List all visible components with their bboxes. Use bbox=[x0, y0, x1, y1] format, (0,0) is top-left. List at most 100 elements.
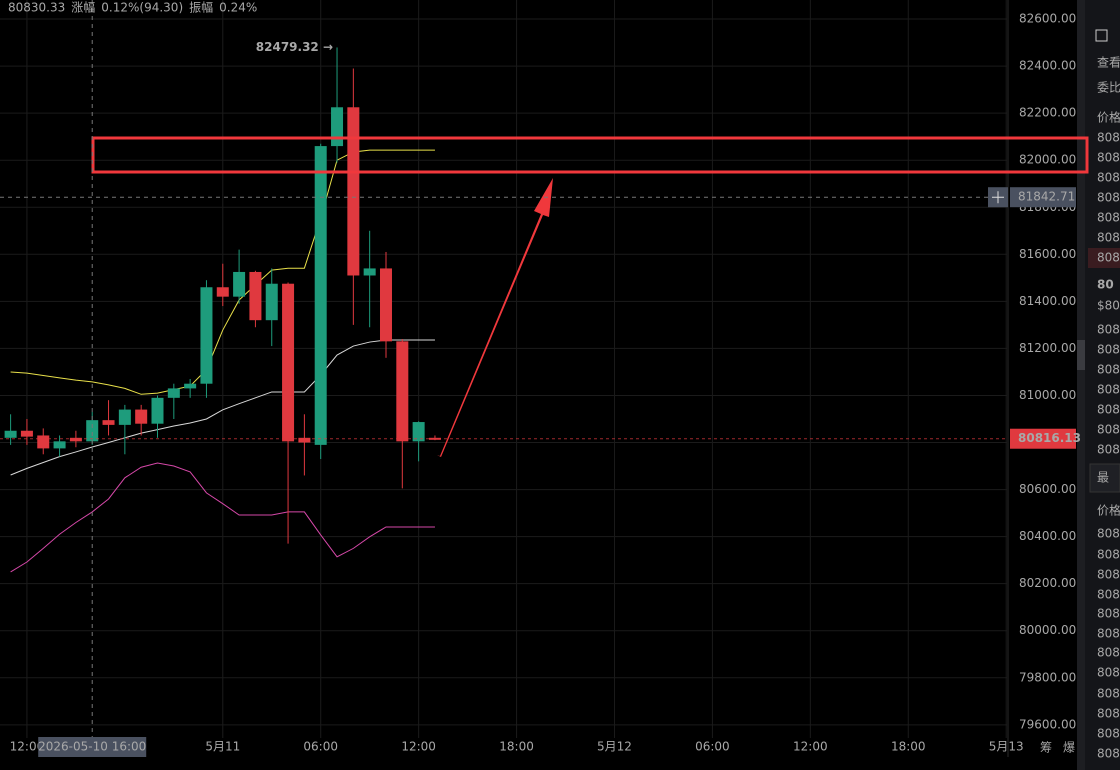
order-book-text: 808 bbox=[1097, 548, 1120, 562]
footer-tab: 爆 bbox=[1063, 741, 1075, 755]
candle-body bbox=[184, 383, 197, 389]
order-book-text: 808 bbox=[1097, 527, 1120, 541]
order-book-text: 808 bbox=[1097, 727, 1120, 741]
order-book-text: 808 bbox=[1097, 363, 1120, 377]
header-text: 涨幅 bbox=[71, 0, 95, 15]
candle-body bbox=[216, 287, 229, 297]
indicator-line bbox=[10, 339, 435, 476]
order-book-text: 808 bbox=[1097, 607, 1120, 621]
candle-body bbox=[396, 341, 409, 442]
candle-body bbox=[265, 283, 278, 321]
x-tick-label: 12:00 bbox=[401, 740, 436, 754]
order-book-text: 80 bbox=[1097, 278, 1114, 292]
order-book-text: 最 bbox=[1097, 471, 1109, 485]
candle-body bbox=[167, 388, 180, 398]
y-tick-label: 80200.00 bbox=[1019, 576, 1076, 590]
candle-body bbox=[69, 437, 82, 442]
order-book-text: 808 bbox=[1097, 627, 1120, 641]
panel-divider bbox=[1077, 0, 1085, 770]
last-price-label: 80816.13 bbox=[1018, 431, 1081, 445]
footer-tab: 筹 bbox=[1040, 741, 1052, 755]
order-book-text: 808 bbox=[1097, 131, 1120, 145]
y-tick-label: 82200.00 bbox=[1019, 106, 1076, 120]
candle-body bbox=[331, 107, 344, 147]
order-book-text: 808 bbox=[1097, 231, 1120, 245]
order-book-text: 808 bbox=[1097, 151, 1120, 165]
order-book-text: $80, bbox=[1097, 299, 1120, 313]
x-tick-label: 18:00 bbox=[891, 740, 926, 754]
candle-body bbox=[249, 271, 262, 321]
candle-body bbox=[37, 435, 50, 449]
header-text: 0.24% bbox=[219, 1, 257, 15]
crosshair-x-box bbox=[38, 737, 147, 757]
indicator-line bbox=[10, 149, 435, 395]
side-panel bbox=[1080, 0, 1120, 770]
order-book-text: 808 bbox=[1097, 171, 1120, 185]
order-book-text: 808 bbox=[1097, 383, 1120, 397]
candle-body bbox=[314, 146, 327, 445]
order-book-text: 808 bbox=[1097, 423, 1120, 437]
y-tick-label: 79600.00 bbox=[1019, 717, 1076, 731]
candle-body bbox=[151, 397, 164, 424]
y-tick-label: 80600.00 bbox=[1019, 482, 1076, 496]
candle-body bbox=[4, 430, 17, 438]
candle-body bbox=[363, 268, 376, 276]
candle-body bbox=[118, 409, 131, 425]
order-book-text: 委比 bbox=[1097, 81, 1120, 95]
order-book-text: 808 bbox=[1097, 443, 1120, 457]
order-book-text: 查看 bbox=[1097, 56, 1120, 70]
x-tick-label: 06:00 bbox=[303, 740, 338, 754]
panel-icon[interactable] bbox=[1095, 29, 1108, 42]
panel-toggle[interactable] bbox=[1077, 340, 1085, 370]
x-tick-label: 12:00 bbox=[10, 740, 45, 754]
x-tick-label: 5月11 bbox=[205, 740, 240, 754]
book-box bbox=[1089, 463, 1120, 493]
order-book-text: 价格 bbox=[1097, 110, 1120, 125]
indicator-line bbox=[10, 462, 435, 573]
order-book-text: 808 bbox=[1097, 588, 1120, 602]
y-tick-label: 81400.00 bbox=[1019, 294, 1076, 308]
order-book-text: 808 bbox=[1097, 666, 1120, 680]
header-text: 振幅 bbox=[189, 0, 213, 15]
x-tick-label: 5月12 bbox=[597, 740, 632, 754]
arrow bbox=[437, 178, 553, 457]
crosshair-plus bbox=[992, 191, 1004, 204]
order-book-text: 价格 bbox=[1097, 503, 1120, 518]
candle-body bbox=[20, 430, 33, 437]
crosshair-y-label: 81842.71 bbox=[1018, 190, 1075, 204]
crosshair-x-label: 2026-05-10 16:00 bbox=[38, 740, 146, 754]
candle-body bbox=[347, 107, 360, 276]
order-book-text: 808 bbox=[1097, 687, 1120, 701]
y-tick-label: 80400.00 bbox=[1019, 529, 1076, 543]
candle-body bbox=[379, 268, 392, 342]
header-text: 80830.33 bbox=[8, 1, 65, 15]
candle-body bbox=[102, 420, 115, 425]
candle-body bbox=[298, 437, 311, 443]
order-book-text: 808 bbox=[1097, 211, 1120, 225]
highlight-box bbox=[91, 136, 1089, 174]
order-book-text: 808 bbox=[1097, 747, 1120, 761]
y-tick-label: 79800.00 bbox=[1019, 670, 1076, 684]
y-tick-label: 81000.00 bbox=[1019, 388, 1076, 402]
candle-body bbox=[233, 271, 246, 297]
candle-body bbox=[200, 287, 213, 384]
y-tick-label: 82000.00 bbox=[1019, 153, 1076, 167]
order-book-text: 808 bbox=[1097, 323, 1120, 337]
x-tick-label: 5月13 bbox=[989, 740, 1024, 754]
candle-body bbox=[412, 422, 425, 442]
order-book-text: 808 bbox=[1097, 343, 1120, 357]
crosshair-y-box bbox=[1010, 187, 1076, 208]
plot bbox=[4, 47, 441, 573]
order-book-text: 808 bbox=[1097, 251, 1120, 265]
order-book-text: 808 bbox=[1097, 403, 1120, 417]
order-book-text: 808 bbox=[1097, 191, 1120, 205]
order-book-text: 808 bbox=[1097, 568, 1120, 582]
book-row-highlight bbox=[1088, 248, 1120, 268]
order-book-text: 808 bbox=[1097, 646, 1120, 660]
candle-body bbox=[86, 420, 99, 442]
candle-body bbox=[53, 441, 66, 449]
peak-label: 82479.32 → bbox=[256, 40, 333, 54]
